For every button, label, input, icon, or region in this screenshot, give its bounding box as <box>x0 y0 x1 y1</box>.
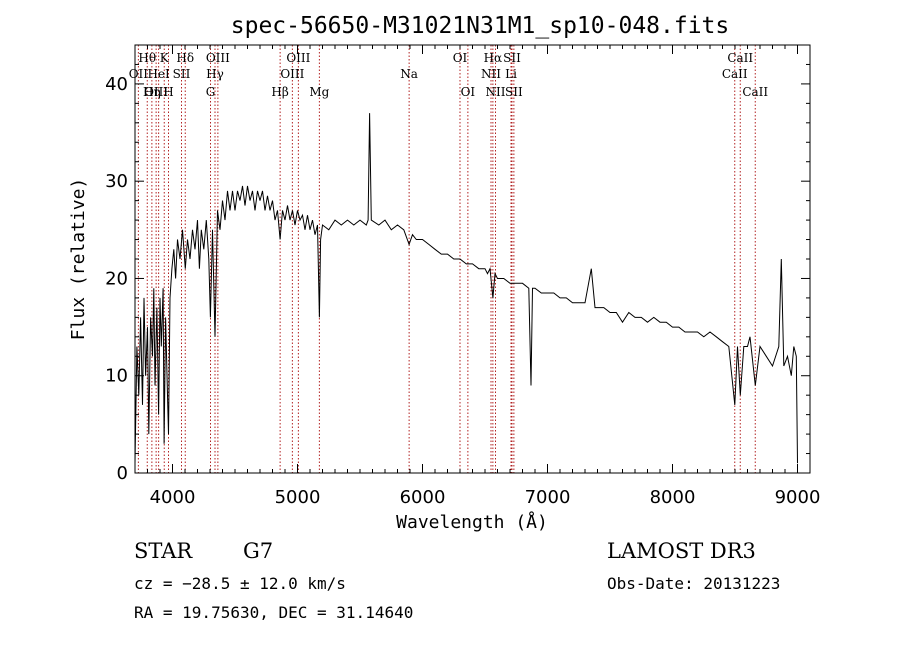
coordinates: RA = 19.75630, DEC = 31.14640 <box>134 603 414 622</box>
x-axis-label: Wavelength (Å) <box>396 511 548 533</box>
line-label: SII <box>505 85 523 99</box>
line-label: Hγ <box>206 67 224 81</box>
line-label: SII <box>173 67 191 81</box>
line-label: K <box>160 51 170 65</box>
line-label: Li <box>505 67 517 81</box>
line-label: SII <box>503 51 521 65</box>
line-label: H <box>163 85 173 99</box>
line-label: NII <box>481 67 501 81</box>
line-label: OIII <box>206 51 230 65</box>
line-label: Hα <box>484 51 503 65</box>
obs-date: Obs-Date: 20131223 <box>607 574 781 593</box>
line-label: Hη <box>143 85 161 99</box>
line-label: NII <box>486 85 506 99</box>
line-label: Hθ <box>138 51 156 65</box>
line-label: OIII <box>286 51 310 65</box>
line-label: OI <box>453 51 468 65</box>
line-label: Na <box>400 67 418 81</box>
y-axis: 0 10 20 30 40 <box>105 44 810 484</box>
y-axis-label: Flux (relative) <box>68 178 89 341</box>
line-label: CaII <box>722 67 748 81</box>
y-tick-label: 10 <box>105 366 128 387</box>
plot-frame <box>134 44 811 474</box>
line-label: HeI <box>147 67 170 81</box>
y-tick-label: 30 <box>105 171 128 192</box>
y-tick-label: 20 <box>105 268 128 289</box>
y-tick-label: 0 <box>117 463 128 484</box>
x-tick-label: 9000 <box>775 487 821 508</box>
line-label: Mg <box>309 85 329 99</box>
line-markers <box>137 45 756 473</box>
chart-title: spec-56650-M31021N31M1_sp10-048.fits <box>231 13 730 39</box>
subclass: G7 <box>243 539 274 563</box>
line-label: OIII <box>280 67 304 81</box>
survey-name: LAMOST DR3 <box>607 539 756 563</box>
line-label: G <box>206 85 216 99</box>
line-label: OII <box>129 67 149 81</box>
x-tick-label: 8000 <box>650 487 696 508</box>
line-label: CaII <box>742 85 768 99</box>
y-tick-label: 40 <box>105 74 128 95</box>
line-label: Hβ <box>271 85 288 99</box>
line-label: Hδ <box>176 51 194 65</box>
line-label: OIII <box>144 85 168 99</box>
line-label: OI <box>461 85 476 99</box>
x-tick-label: 7000 <box>525 487 571 508</box>
redshift-info: cz = −28.5 ± 12.0 km/s <box>134 574 346 593</box>
line-label: CaII <box>727 51 753 65</box>
x-axis: 4000 5000 6000 7000 8000 9000 <box>134 45 821 508</box>
object-class: STAR <box>134 539 193 563</box>
x-tick-label: 4000 <box>150 487 196 508</box>
spectrum-series <box>134 113 798 464</box>
x-tick-label: 5000 <box>275 487 321 508</box>
x-tick-label: 6000 <box>400 487 446 508</box>
